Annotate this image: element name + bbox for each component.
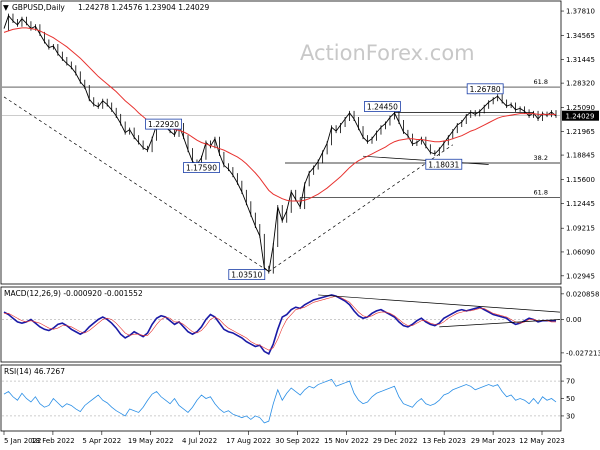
price-y-tick-label: 1.34565 (566, 32, 595, 40)
price-y-tick-label: 1.15600 (566, 176, 595, 184)
x-tick-label: 5 Apr 2022 (82, 437, 121, 445)
rsi-line (3, 378, 557, 424)
price-y-tick-label: 1.12445 (566, 200, 595, 208)
price-y-tick-label: 1.37810 (566, 8, 595, 16)
macd-signal-line (4, 295, 556, 351)
price-y-tick-label: 1.28320 (566, 80, 595, 88)
price-annotation-box (466, 83, 504, 95)
dashed-trendline (268, 144, 453, 272)
price-annotation-label: 1.26780 (470, 85, 501, 94)
rsi-y-tick-label: 30 (566, 412, 575, 420)
x-tick-label: 15 Nov 2022 (324, 437, 369, 445)
current-price-tag (562, 110, 599, 121)
x-tick-label: 13 Feb 2023 (422, 437, 466, 445)
rsi-y-tick-label: 70 (566, 378, 575, 386)
price-y-tick-label: 1.25090 (566, 104, 595, 112)
symbol-label: GBPUSD,Daily (12, 3, 65, 12)
ohlc-label: 1.24278 1.24576 1.23904 1.24029 (78, 3, 209, 12)
macd-line (3, 294, 556, 355)
x-tick-label: 29 Mar 2023 (471, 437, 515, 445)
price-annotation-box (364, 101, 401, 112)
current-price-value: 1.24029 (566, 113, 595, 121)
price-annotation-label: 1.24450 (367, 103, 398, 112)
symbol-icon: ▼ (3, 3, 9, 12)
price-y-tick-label: 1.21965 (566, 128, 595, 136)
dashed-trendline (3, 96, 269, 272)
x-tick-label: 19 May 2022 (128, 437, 174, 445)
macd-y-tick-label: 0.00 (566, 316, 582, 324)
x-tick-label: 4 Jul 2022 (182, 437, 217, 445)
price-y-tick-label: 1.31445 (566, 56, 595, 64)
price-annotation-box (183, 162, 220, 174)
price-y-tick-label: 1.02945 (566, 272, 595, 280)
price-y-tick-label: 1.06090 (566, 248, 595, 256)
x-tick-label: 17 Aug 2022 (226, 437, 271, 445)
rsi-y-tick-label: 50 (566, 395, 575, 403)
macd-trendline (318, 294, 561, 313)
macd-y-tick-label: 0.020858 (566, 290, 599, 298)
price-annotation-label: 1.18031 (428, 160, 459, 169)
rsi-layer (2, 378, 560, 424)
macd-header: MACD(12,26,9) -0.000920 -0.001552 (4, 289, 143, 298)
macd-pane (0, 286, 562, 363)
x-tick-label: 12 May 2023 (519, 437, 565, 445)
macd-y-tick-label: -0.027213 (566, 349, 600, 357)
price-line (3, 14, 557, 273)
price-annotation-box (145, 118, 182, 130)
price-annotation-label: 1.17590 (186, 164, 217, 173)
macd-trendline (439, 319, 561, 328)
axis-layer: 1.24029 1.37810 1.34565 1.31445 1.28320 1.250… (3, 8, 600, 445)
price-y-tick-label: 1.09215 (566, 225, 595, 233)
price-annotation-label: 1.03510 (231, 271, 262, 280)
x-tick-label: 29 Dec 2022 (373, 437, 418, 445)
price-annotation-box (228, 269, 266, 280)
x-tick-label: 5 Jan 2022 (4, 437, 42, 445)
fib-level-label: 38.2 (534, 154, 548, 162)
price-pane (0, 0, 562, 285)
price-annotation-label: 1.22920 (148, 120, 179, 129)
fib-level-label: 61.8 (534, 78, 548, 86)
price-y-tick-label: 1.18845 (566, 152, 595, 160)
price-annotation-box (425, 158, 463, 170)
x-tick-label: 30 Sep 2022 (275, 437, 319, 445)
x-tick-label: 18 Feb 2022 (31, 437, 75, 445)
watermark: ActionForex.com (300, 41, 475, 65)
fib-level-label: 61.8 (534, 189, 548, 197)
macd-layer (2, 294, 561, 355)
moving-average-line (3, 27, 556, 202)
rsi-header: RSI(14) 46.7267 (4, 367, 65, 376)
price-layer: 61.8 38.2 61.8 1.22920 1.17590 1.03510 1.24450… (2, 13, 560, 280)
